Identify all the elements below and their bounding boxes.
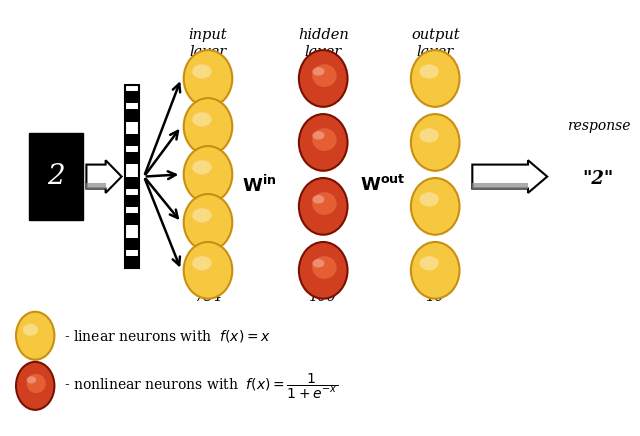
Ellipse shape <box>299 242 348 299</box>
Bar <box>125 116 139 122</box>
Text: 784: 784 <box>194 290 222 304</box>
Bar <box>125 170 139 177</box>
Bar <box>125 109 139 116</box>
Ellipse shape <box>299 114 348 171</box>
Ellipse shape <box>419 256 439 270</box>
Text: $\mathbf{W}^{\mathbf{in}}$: $\mathbf{W}^{\mathbf{in}}$ <box>242 175 276 196</box>
Ellipse shape <box>184 98 232 155</box>
Ellipse shape <box>312 64 337 87</box>
Text: $\mathbf{W}^{\mathbf{out}}$: $\mathbf{W}^{\mathbf{out}}$ <box>360 175 405 195</box>
Ellipse shape <box>192 112 212 126</box>
Ellipse shape <box>411 242 460 299</box>
Ellipse shape <box>184 146 232 203</box>
Ellipse shape <box>312 67 324 76</box>
Ellipse shape <box>419 64 439 78</box>
Ellipse shape <box>192 160 212 174</box>
Ellipse shape <box>419 128 439 143</box>
Bar <box>125 128 139 134</box>
Bar <box>125 219 139 225</box>
Ellipse shape <box>184 50 232 107</box>
Ellipse shape <box>27 374 46 393</box>
Ellipse shape <box>312 131 324 140</box>
Ellipse shape <box>192 256 212 270</box>
Ellipse shape <box>27 376 36 384</box>
FancyBboxPatch shape <box>86 183 106 188</box>
Ellipse shape <box>411 50 460 107</box>
Ellipse shape <box>411 178 460 235</box>
Bar <box>125 146 139 152</box>
Bar <box>125 103 139 109</box>
FancyBboxPatch shape <box>29 133 83 220</box>
Text: hidden
layer: hidden layer <box>298 28 349 58</box>
Bar <box>125 213 139 219</box>
Bar <box>125 256 139 262</box>
Bar <box>125 244 139 250</box>
FancyBboxPatch shape <box>472 183 528 188</box>
FancyArrow shape <box>86 160 122 193</box>
Ellipse shape <box>312 259 324 268</box>
Bar <box>125 201 139 207</box>
Bar <box>125 85 139 91</box>
Ellipse shape <box>16 362 54 410</box>
Bar <box>125 134 139 140</box>
Bar <box>125 232 139 238</box>
Bar <box>125 189 139 195</box>
Bar <box>125 122 139 128</box>
Bar <box>125 262 139 268</box>
Bar <box>125 164 139 170</box>
Ellipse shape <box>16 312 54 360</box>
Ellipse shape <box>312 256 337 279</box>
Ellipse shape <box>411 114 460 171</box>
Text: "2": "2" <box>583 170 614 188</box>
Ellipse shape <box>312 195 324 204</box>
Ellipse shape <box>312 128 337 151</box>
Text: - linear neurons with  $f(x) = x$: - linear neurons with $f(x) = x$ <box>64 328 271 344</box>
Bar <box>125 195 139 201</box>
Text: 2: 2 <box>47 163 65 190</box>
Ellipse shape <box>299 178 348 235</box>
Ellipse shape <box>299 50 348 107</box>
Ellipse shape <box>23 324 38 336</box>
Bar <box>125 207 139 213</box>
Text: 10: 10 <box>426 290 444 304</box>
Ellipse shape <box>192 208 212 222</box>
Bar <box>125 177 139 183</box>
Ellipse shape <box>184 194 232 251</box>
Text: output
layer: output layer <box>411 28 460 58</box>
Bar <box>125 158 139 164</box>
FancyArrow shape <box>472 160 547 193</box>
Bar <box>125 225 139 232</box>
Text: response: response <box>566 119 630 133</box>
Ellipse shape <box>419 192 439 206</box>
Text: 100: 100 <box>309 290 337 304</box>
Bar <box>125 152 139 158</box>
Ellipse shape <box>312 192 337 215</box>
Ellipse shape <box>184 242 232 299</box>
Bar <box>125 85 139 268</box>
Text: input
layer: input layer <box>189 28 227 58</box>
Bar <box>125 140 139 146</box>
Bar <box>125 91 139 97</box>
Bar <box>125 238 139 244</box>
Bar <box>125 183 139 189</box>
Text: - nonlinear neurons with  $f(x) = \dfrac{1}{1+e^{-x}}$: - nonlinear neurons with $f(x) = \dfrac{… <box>64 371 338 401</box>
Bar <box>125 97 139 103</box>
Bar <box>125 250 139 256</box>
Ellipse shape <box>192 64 212 78</box>
